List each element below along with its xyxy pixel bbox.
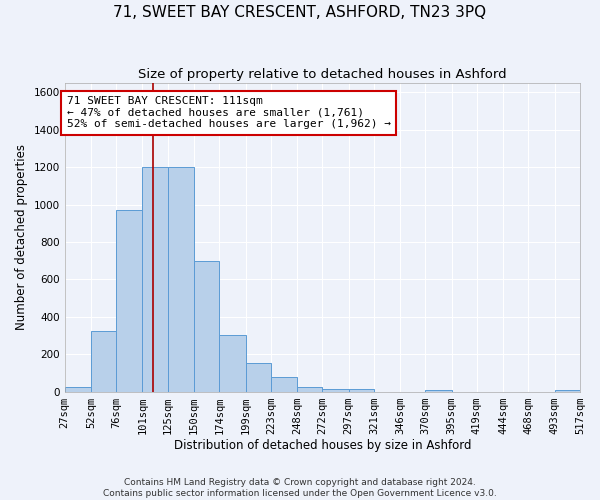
X-axis label: Distribution of detached houses by size in Ashford: Distribution of detached houses by size …	[173, 440, 471, 452]
Bar	[245, 362, 271, 392]
Bar	[168, 167, 194, 392]
Y-axis label: Number of detached properties: Number of detached properties	[15, 144, 28, 330]
Text: 71 SWEET BAY CRESCENT: 111sqm
← 47% of detached houses are smaller (1,761)
52% o: 71 SWEET BAY CRESCENT: 111sqm ← 47% of d…	[67, 96, 391, 130]
Bar	[65, 387, 91, 392]
Bar	[271, 376, 297, 392]
Bar	[194, 260, 219, 392]
Bar	[142, 167, 168, 392]
Text: 71, SWEET BAY CRESCENT, ASHFORD, TN23 3PQ: 71, SWEET BAY CRESCENT, ASHFORD, TN23 3P…	[113, 5, 487, 20]
Bar	[425, 390, 452, 392]
Bar	[91, 331, 116, 392]
Bar	[219, 334, 245, 392]
Bar	[297, 387, 322, 392]
Bar	[555, 390, 580, 392]
Bar	[349, 389, 374, 392]
Bar	[322, 389, 349, 392]
Text: Contains HM Land Registry data © Crown copyright and database right 2024.
Contai: Contains HM Land Registry data © Crown c…	[103, 478, 497, 498]
Title: Size of property relative to detached houses in Ashford: Size of property relative to detached ho…	[138, 68, 506, 80]
Bar	[116, 210, 142, 392]
